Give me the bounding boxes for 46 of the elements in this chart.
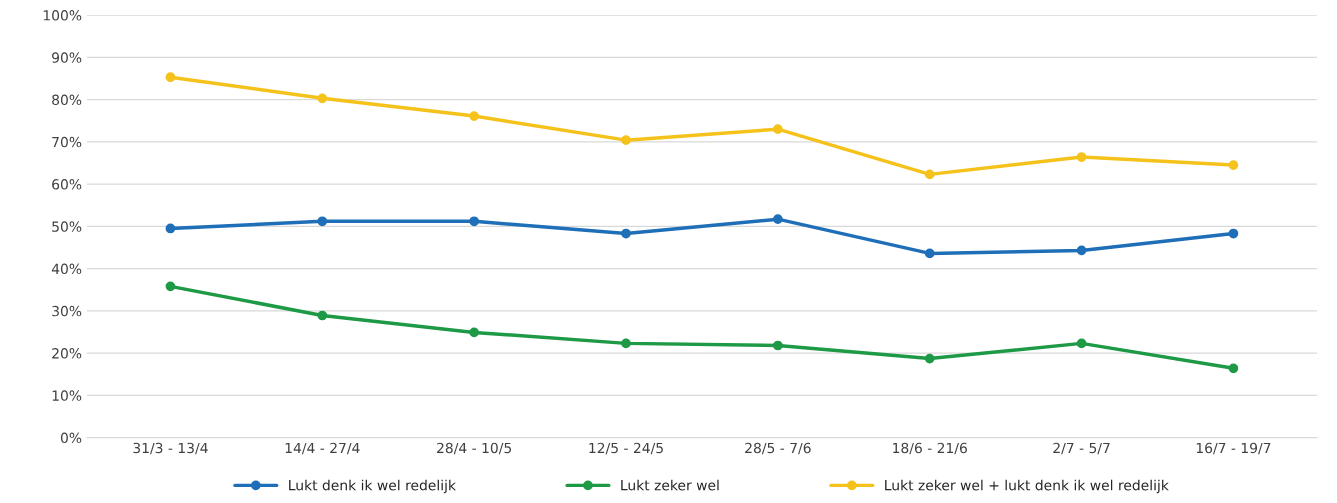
x-tick-label: 28/5 - 7/6 (745, 442, 811, 455)
point (469, 111, 480, 121)
x-tick-label: 31/3 - 13/4 (133, 442, 208, 455)
legend-label: Lukt zeker wel (621, 479, 719, 491)
legend-label: Lukt zeker wel + lukt denk ik wel redelijk (885, 479, 1169, 494)
point (621, 228, 631, 239)
point (1228, 160, 1239, 170)
point (317, 93, 328, 104)
point (1228, 363, 1239, 374)
point (317, 216, 328, 227)
point (1076, 338, 1087, 349)
point (772, 340, 783, 351)
point (1076, 245, 1087, 256)
x-tick-label: 16/7 - 19/7 (1196, 442, 1271, 455)
y-tick-label: 30% (52, 305, 82, 317)
point (621, 338, 631, 349)
point (165, 223, 176, 234)
legend-label: Lukt denk ik wel redelijk (289, 479, 456, 494)
y-tick-label: 70% (52, 136, 82, 148)
y-tick-label: 100% (43, 10, 82, 21)
point (165, 72, 176, 83)
point (924, 353, 935, 364)
x-tick-label: 12/5 - 24/5 (589, 442, 663, 455)
point (772, 124, 783, 135)
point (772, 214, 783, 225)
y-tick-label: 90% (52, 52, 82, 63)
x-tick-label: 2/7 - 5/7 (1053, 442, 1110, 455)
point (924, 248, 935, 259)
x-tick-label: 14/4 - 27/4 (285, 442, 360, 455)
point (621, 135, 631, 146)
y-tick-label: 80% (52, 94, 82, 106)
point (317, 310, 328, 321)
point (1228, 228, 1239, 239)
y-tick-label: 10% (52, 390, 82, 401)
point (469, 327, 480, 338)
y-tick-label: 0% (60, 432, 82, 444)
point (469, 216, 480, 227)
point (924, 169, 935, 180)
x-tick-label: 18/6 - 21/6 (893, 442, 967, 455)
y-tick-label: 60% (52, 179, 82, 190)
point (165, 281, 176, 292)
y-tick-label: 40% (51, 263, 82, 275)
point (1076, 152, 1087, 162)
y-tick-label: 50% (52, 221, 82, 232)
y-tick-label: 20% (52, 348, 82, 359)
x-tick-label: 28/4 - 10/5 (437, 442, 512, 455)
